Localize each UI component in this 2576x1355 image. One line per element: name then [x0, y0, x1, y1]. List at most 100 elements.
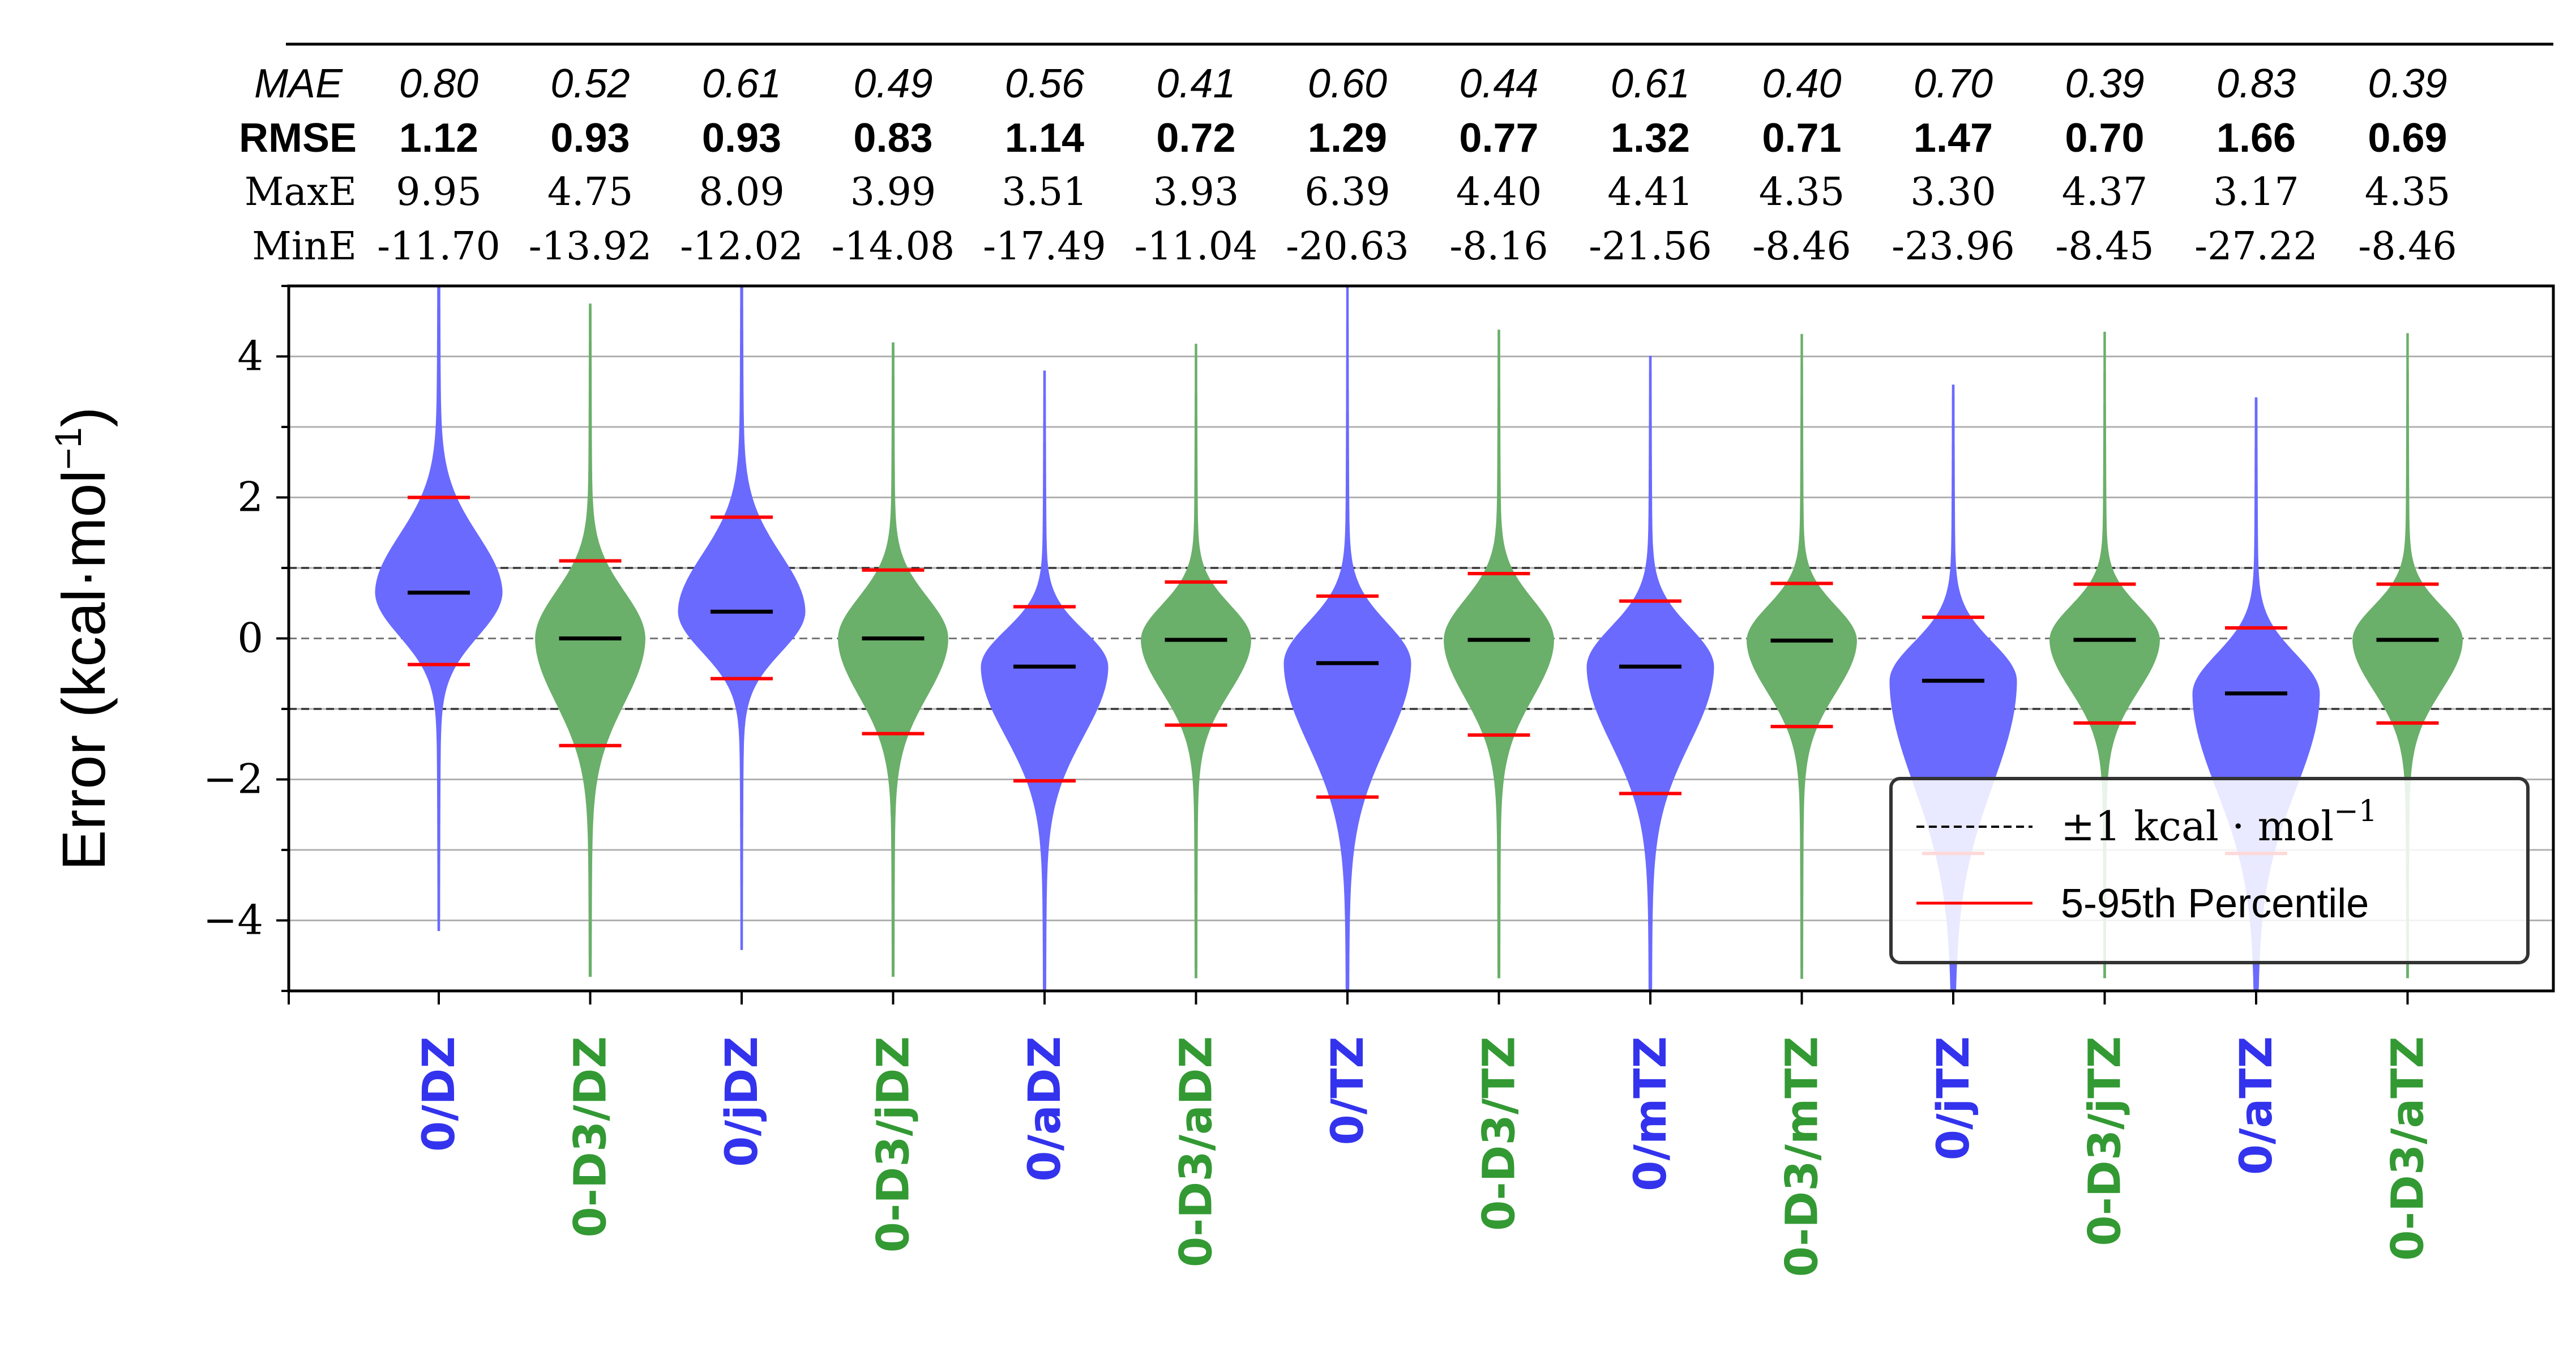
stat-rmse-TZ: 1.29 — [1308, 116, 1387, 161]
legend-label-reference-exponent: −1 — [2334, 794, 2377, 828]
stat-mine-jDZ: -12.02 — [680, 224, 803, 269]
y-tick-label: −2 — [203, 755, 263, 803]
violin-aDZ — [981, 370, 1109, 991]
y-axis: −4 −2 0 2 4 — [203, 285, 289, 992]
stat-mine-D3-DZ: -13.92 — [529, 224, 652, 269]
stat-maxe-jTZ: 3.30 — [1910, 170, 1996, 215]
x-label-D3-jTZ: 0-D3/jTZ — [2080, 1036, 2131, 1246]
stat-label-mine: MinE — [252, 224, 357, 269]
violin-jTZ — [1889, 384, 2017, 991]
x-axis: 0/DZ 0-D3/DZ 0/jDZ 0-D3/jDZ 0/aDZ 0-D3/aDZ 0/T… — [288, 991, 2434, 1277]
y-axis-label-exponent: −1 — [47, 427, 89, 469]
stat-mae-DZ: 0.80 — [399, 61, 478, 106]
stat-maxe-D3-aDZ: 3.93 — [1153, 170, 1239, 215]
violin-D3-aDZ — [1141, 344, 1251, 978]
violin-mTZ — [1586, 356, 1714, 991]
stat-mine-TZ: -20.63 — [1286, 224, 1409, 269]
y-axis-label: Error (kcal·mol−1) — [47, 407, 118, 870]
violin-D3-jTZ — [2049, 331, 2160, 978]
stat-rmse-D3-DZ: 0.93 — [550, 116, 630, 161]
violin-D3-TZ — [1444, 330, 1554, 978]
stat-maxe-aTZ: 3.17 — [2213, 170, 2299, 215]
stat-label-maxe: MaxE — [245, 170, 357, 215]
stat-mae-D3-mTZ: 0.40 — [1762, 61, 1841, 106]
stat-maxe-D3-aTZ: 4.35 — [2365, 170, 2450, 215]
x-label-D3-aDZ: 0-D3/aDZ — [1171, 1036, 1222, 1267]
stat-mae-D3-DZ: 0.52 — [550, 61, 630, 106]
stat-maxe-D3-DZ: 4.75 — [547, 170, 633, 215]
stat-mae-D3-aTZ: 0.39 — [2368, 61, 2447, 106]
stat-rmse-jDZ: 0.93 — [702, 116, 781, 161]
stat-rmse-aDZ: 1.14 — [1005, 116, 1084, 161]
legend-box — [1889, 777, 2530, 964]
legend: ±1 kcal · mol−1 5-95th Percentile — [1889, 777, 2530, 964]
x-label-D3-DZ: 0-D3/DZ — [566, 1036, 617, 1237]
legend-label-percentile: 5-95th Percentile — [2061, 881, 2369, 926]
stat-mine-D3-jDZ: -14.08 — [832, 224, 955, 269]
x-label-jDZ: 0/jDZ — [717, 1036, 768, 1167]
stat-mine-mTZ: -21.56 — [1589, 224, 1712, 269]
stat-mine-aDZ: -17.49 — [983, 224, 1106, 269]
stat-rmse-DZ: 1.12 — [399, 116, 478, 161]
x-label-DZ: 0/DZ — [414, 1036, 465, 1152]
stat-rmse-D3-jTZ: 0.70 — [2065, 116, 2144, 161]
stat-label-mae: MAE — [254, 61, 343, 106]
stat-mae-jDZ: 0.61 — [702, 61, 781, 106]
stat-mae-D3-TZ: 0.44 — [1459, 61, 1538, 106]
y-axis-label-close: ) — [49, 407, 118, 427]
stat-mae-aTZ: 0.83 — [2216, 61, 2296, 106]
stat-maxe-aDZ: 3.51 — [1002, 170, 1087, 215]
stat-mae-TZ: 0.60 — [1308, 61, 1387, 106]
stat-rmse-D3-TZ: 0.77 — [1459, 116, 1538, 161]
stat-maxe-mTZ: 4.41 — [1607, 170, 1693, 215]
violin-D3-mTZ — [1747, 334, 1857, 979]
stat-maxe-D3-TZ: 4.40 — [1456, 170, 1542, 215]
stat-mine-D3-TZ: -8.16 — [1449, 224, 1548, 269]
stat-rmse-D3-mTZ: 0.71 — [1762, 116, 1841, 161]
stat-mae-D3-aDZ: 0.41 — [1156, 61, 1235, 106]
y-tick-label: 4 — [237, 332, 263, 380]
y-tick-label: 2 — [237, 473, 263, 521]
stat-mine-D3-jTZ: -8.45 — [2055, 224, 2154, 269]
x-label-D3-jDZ: 0-D3/jDZ — [868, 1036, 919, 1253]
stat-maxe-D3-jDZ: 3.99 — [850, 170, 936, 215]
stat-mine-D3-aTZ: -8.46 — [2358, 224, 2457, 269]
stat-mae-jTZ: 0.70 — [1914, 61, 1993, 106]
x-label-D3-TZ: 0-D3/TZ — [1474, 1036, 1525, 1231]
y-tick-label: 0 — [237, 614, 263, 662]
stat-rmse-mTZ: 1.32 — [1611, 116, 1690, 161]
stats-table: 0.80 0.52 0.61 0.49 0.56 0.41 0.60 0.44 0.61 0.40… — [377, 61, 2457, 269]
y-tick-label: −4 — [203, 896, 263, 944]
stat-mae-aDZ: 0.56 — [1005, 61, 1085, 106]
x-label-TZ: 0/TZ — [1323, 1036, 1373, 1145]
stat-mine-aTZ: -27.22 — [2194, 224, 2318, 269]
stat-maxe-D3-mTZ: 4.35 — [1759, 170, 1845, 215]
stat-mine-D3-aDZ: -11.04 — [1135, 224, 1258, 269]
stat-rmse-D3-jDZ: 0.83 — [853, 116, 932, 161]
x-label-D3-aTZ: 0-D3/aTZ — [2383, 1036, 2434, 1261]
stat-rmse-D3-aDZ: 0.72 — [1156, 116, 1235, 161]
stat-maxe-D3-jTZ: 4.37 — [2062, 170, 2147, 215]
stat-rmse-jTZ: 1.47 — [1914, 116, 1993, 161]
stat-mine-D3-mTZ: -8.46 — [1752, 224, 1851, 269]
violin-jDZ — [678, 286, 806, 950]
stat-maxe-TZ: 6.39 — [1304, 170, 1390, 215]
stat-mine-DZ: -11.70 — [377, 224, 500, 269]
stat-mine-jTZ: -23.96 — [1892, 224, 2015, 269]
violin-TZ — [1283, 286, 1411, 991]
stat-maxe-jDZ: 8.09 — [699, 170, 784, 215]
x-label-mTZ: 0/mTZ — [1625, 1036, 1676, 1191]
stat-rmse-aTZ: 1.66 — [2216, 116, 2296, 161]
stat-mae-D3-jTZ: 0.39 — [2065, 61, 2144, 106]
stat-mae-mTZ: 0.61 — [1611, 61, 1690, 106]
violin-D3-jDZ — [838, 342, 948, 977]
x-label-aTZ: 0/aTZ — [2231, 1036, 2282, 1175]
x-label-jTZ: 0/jTZ — [1928, 1036, 1979, 1160]
violin-DZ — [375, 286, 503, 931]
x-label-aDZ: 0/aDZ — [1020, 1036, 1071, 1182]
grid — [289, 356, 2553, 921]
violin-D3-aTZ — [2352, 333, 2463, 978]
stat-rmse-D3-aTZ: 0.69 — [2368, 116, 2447, 161]
legend-label-reference: ±1 kcal · mol−1 — [2061, 794, 2377, 850]
